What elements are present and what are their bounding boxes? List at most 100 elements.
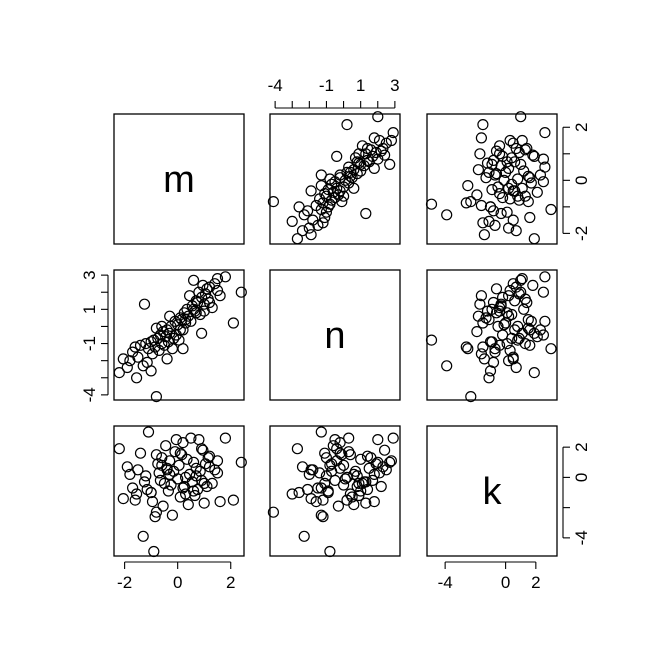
- point-k-vs-n: [326, 465, 338, 477]
- point-m-vs-n: [368, 132, 380, 144]
- point-n-vs-k: [494, 305, 506, 317]
- point-n-vs-m: [188, 274, 200, 286]
- point-n-vs-k: [539, 315, 551, 327]
- point-k-vs-n: [372, 456, 384, 468]
- point-m-vs-k: [503, 162, 515, 174]
- point-n-vs-k: [539, 271, 551, 283]
- point-n-vs-k: [531, 331, 543, 343]
- point-n-vs-k: [501, 307, 513, 319]
- point-k-vs-m: [170, 434, 182, 446]
- point-n-vs-m: [150, 391, 162, 403]
- point-k-vs-n: [380, 464, 392, 476]
- point-m-vs-n: [343, 161, 355, 173]
- point-k-vs-n: [338, 479, 350, 491]
- point-k-vs-n: [320, 452, 332, 464]
- point-k-vs-m: [142, 426, 155, 438]
- point-n-vs-k: [506, 332, 518, 344]
- point-n-vs-m: [227, 317, 239, 329]
- point-n-vs-k: [462, 343, 474, 355]
- point-k-vs-m: [201, 480, 213, 493]
- point-n-vs-m: [113, 367, 125, 379]
- tick-label-top-n: -1: [319, 76, 334, 95]
- point-n-vs-m: [146, 348, 159, 360]
- point-m-vs-n: [305, 185, 317, 197]
- point-n-vs-k: [483, 372, 495, 384]
- point-m-vs-k: [492, 181, 504, 193]
- point-m-vs-k: [474, 148, 486, 160]
- point-k-vs-m: [166, 509, 178, 521]
- point-k-vs-m: [140, 470, 152, 482]
- point-k-vs-n: [267, 506, 279, 518]
- point-k-vs-n: [293, 486, 305, 499]
- point-k-vs-n: [315, 509, 327, 521]
- point-k-vs-n: [317, 511, 329, 523]
- point-m-vs-n: [351, 156, 363, 168]
- point-m-vs-n: [379, 149, 391, 161]
- point-m-vs-k: [528, 150, 540, 162]
- point-n-vs-k: [471, 326, 483, 338]
- point-m-vs-k: [483, 166, 495, 178]
- point-m-vs-k: [483, 215, 495, 227]
- point-m-vs-k: [504, 134, 516, 147]
- point-m-vs-n: [307, 214, 319, 226]
- point-m-vs-n: [348, 182, 360, 194]
- point-n-vs-k: [519, 338, 531, 350]
- point-k-vs-m: [141, 483, 153, 496]
- tick-label-left-n: -4: [80, 387, 99, 402]
- point-n-vs-k: [504, 284, 516, 297]
- point-k-vs-n: [379, 444, 391, 456]
- point-k-vs-n: [343, 432, 355, 444]
- point-m-vs-k: [494, 148, 506, 160]
- point-k-vs-m: [113, 443, 125, 455]
- point-n-vs-k: [521, 296, 533, 309]
- point-n-vs-m: [156, 338, 168, 350]
- tick-label-left-n: 3: [80, 270, 99, 279]
- point-k-vs-n: [368, 496, 380, 508]
- point-m-vs-n: [344, 166, 356, 178]
- point-m-vs-k: [462, 180, 474, 192]
- point-m-vs-k: [494, 140, 506, 152]
- point-m-vs-n: [267, 196, 279, 208]
- point-n-vs-m: [177, 324, 189, 336]
- point-k-vs-m: [127, 482, 139, 494]
- point-n-vs-k: [507, 278, 519, 290]
- point-k-vs-n: [341, 494, 353, 506]
- point-k-vs-m: [131, 488, 143, 500]
- point-k-vs-m: [206, 477, 218, 489]
- point-k-vs-n: [327, 440, 339, 452]
- point-k-vs-m: [150, 506, 162, 518]
- point-n-vs-m: [180, 317, 192, 329]
- point-k-vs-m: [174, 447, 186, 459]
- panel-n-n: [269, 269, 401, 401]
- point-k-vs-n: [353, 477, 365, 489]
- point-k-vs-n: [331, 443, 343, 455]
- panel-m-k: [426, 113, 558, 245]
- point-k-vs-m: [177, 482, 189, 494]
- panel-n-k: [426, 269, 558, 401]
- point-m-vs-k: [489, 169, 501, 181]
- point-k-vs-m: [149, 511, 161, 523]
- point-k-vs-n: [310, 496, 322, 508]
- point-k-vs-m: [146, 496, 159, 508]
- point-m-vs-k: [489, 219, 501, 231]
- point-k-vs-m: [156, 452, 168, 464]
- tick-label-right-k: 0: [572, 473, 591, 482]
- point-k-vs-m: [227, 494, 239, 506]
- point-m-vs-k: [527, 149, 539, 161]
- point-n-vs-k: [534, 324, 547, 336]
- point-m-vs-k: [486, 184, 498, 196]
- point-m-vs-n: [286, 215, 298, 227]
- point-n-vs-k: [486, 336, 498, 348]
- point-k-vs-m: [134, 447, 147, 459]
- point-k-vs-n: [360, 476, 372, 488]
- point-n-vs-k: [507, 353, 519, 365]
- point-n-vs-m: [121, 361, 133, 374]
- point-m-vs-n: [296, 225, 309, 237]
- point-n-vs-k: [512, 320, 524, 332]
- point-m-vs-n: [385, 134, 397, 147]
- point-m-vs-k: [501, 156, 513, 168]
- point-k-vs-n: [334, 437, 346, 449]
- point-m-vs-k: [490, 145, 503, 157]
- point-n-vs-k: [490, 283, 503, 295]
- point-m-vs-k: [525, 177, 537, 189]
